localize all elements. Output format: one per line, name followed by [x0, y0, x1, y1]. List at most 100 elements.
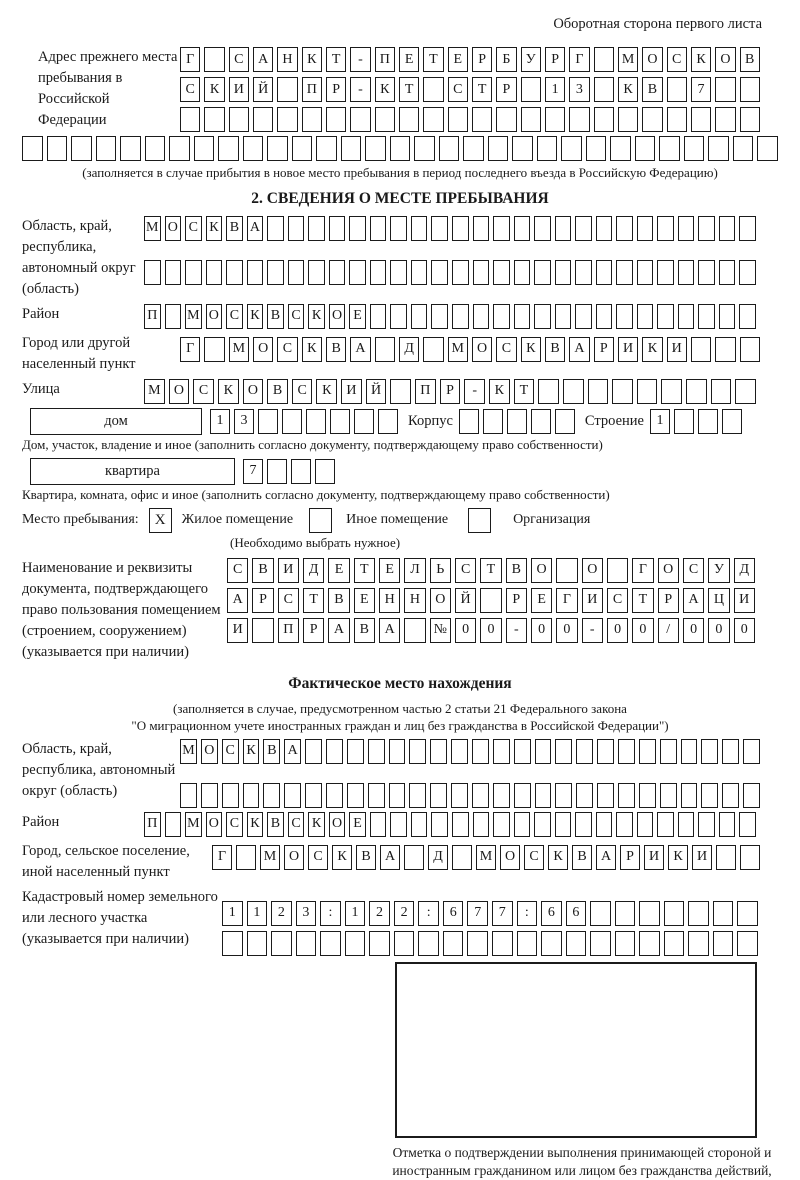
char-cell[interactable] [267, 259, 284, 285]
char-cell[interactable] [657, 811, 674, 837]
char-cell[interactable] [204, 47, 225, 72]
char-cell[interactable]: С [308, 844, 328, 870]
char-cell[interactable] [554, 259, 572, 285]
char-cell[interactable] [659, 782, 677, 808]
char-cell[interactable] [467, 930, 489, 956]
char-cell[interactable]: С [496, 336, 517, 362]
char-cell[interactable] [513, 738, 531, 764]
char-cell[interactable] [451, 215, 469, 241]
char-cell[interactable]: М [260, 844, 280, 870]
char-cell[interactable] [614, 930, 636, 956]
char-cell[interactable]: Р [325, 77, 347, 102]
char-cell[interactable]: К [548, 844, 568, 870]
char-cell[interactable]: 0 [480, 617, 502, 643]
char-cell[interactable] [200, 782, 218, 808]
char-cell[interactable]: 7 [690, 77, 712, 102]
char-cell[interactable]: Р [505, 587, 527, 613]
char-cell[interactable]: - [581, 617, 603, 643]
char-cell[interactable]: Д [398, 336, 420, 362]
char-cell[interactable]: Н [404, 587, 426, 613]
char-cell[interactable]: 1 [544, 77, 566, 102]
char-cell[interactable] [701, 782, 719, 808]
char-cell[interactable] [593, 47, 614, 72]
char-cell[interactable] [554, 408, 575, 434]
char-cell[interactable] [590, 900, 611, 926]
char-cell[interactable] [369, 930, 390, 956]
char-cell[interactable]: Р [496, 77, 517, 102]
char-cell[interactable] [346, 738, 364, 764]
char-cell[interactable] [677, 259, 695, 285]
char-cell[interactable]: А [378, 617, 401, 643]
char-cell[interactable]: О [715, 47, 736, 72]
char-cell[interactable] [169, 136, 190, 161]
char-cell[interactable] [320, 930, 341, 956]
char-cell[interactable]: Р [657, 587, 679, 613]
char-cell[interactable] [218, 136, 239, 161]
char-cell[interactable]: 1 [222, 900, 243, 926]
char-cell[interactable] [291, 136, 313, 161]
char-cell[interactable] [252, 617, 274, 643]
char-cell[interactable] [739, 336, 760, 362]
char-cell[interactable] [410, 303, 428, 329]
char-cell[interactable] [688, 930, 709, 956]
char-cell[interactable] [677, 303, 695, 329]
char-cell[interactable] [554, 811, 572, 837]
char-cell[interactable]: Т [632, 587, 654, 613]
char-cell[interactable]: К [217, 378, 239, 404]
char-cell[interactable]: Ь [429, 557, 451, 583]
char-cell[interactable] [698, 303, 715, 329]
char-cell[interactable]: № [429, 617, 451, 643]
char-cell[interactable] [698, 259, 715, 285]
char-cell[interactable]: О [429, 587, 451, 613]
char-cell[interactable]: О [242, 378, 264, 404]
char-cell[interactable] [389, 136, 411, 161]
char-cell[interactable] [513, 215, 531, 241]
char-cell[interactable] [398, 107, 420, 132]
char-cell[interactable]: 0 [632, 617, 654, 643]
char-cell[interactable] [246, 930, 268, 956]
char-cell[interactable]: Т [513, 378, 535, 404]
char-cell[interactable]: У [520, 47, 541, 72]
char-cell[interactable]: О [200, 738, 218, 764]
char-cell[interactable]: И [277, 557, 299, 583]
char-cell[interactable] [404, 844, 424, 870]
char-cell[interactable]: М [476, 844, 496, 870]
char-cell[interactable] [388, 738, 406, 764]
char-cell[interactable] [618, 782, 635, 808]
char-cell[interactable]: И [581, 587, 603, 613]
char-cell[interactable] [492, 738, 510, 764]
char-cell[interactable]: В [226, 215, 243, 241]
char-cell[interactable]: 0 [530, 617, 553, 643]
char-cell[interactable]: М [228, 336, 249, 362]
char-cell[interactable] [708, 136, 729, 161]
char-cell[interactable] [636, 215, 654, 241]
char-cell[interactable]: Т [423, 47, 444, 72]
char-cell[interactable]: О [657, 557, 679, 583]
char-cell[interactable]: Р [620, 844, 640, 870]
char-cell[interactable] [120, 136, 141, 161]
char-cell[interactable] [513, 259, 531, 285]
char-cell[interactable] [516, 930, 538, 956]
char-cell[interactable] [344, 930, 366, 956]
char-cell[interactable] [739, 77, 760, 102]
char-cell[interactable]: О [581, 557, 603, 583]
char-cell[interactable]: К [690, 47, 712, 72]
char-cell[interactable] [565, 930, 587, 956]
char-cell[interactable]: Г [632, 557, 654, 583]
char-cell[interactable] [686, 378, 707, 404]
char-cell[interactable] [431, 215, 448, 241]
char-cell[interactable]: К [246, 811, 264, 837]
char-cell[interactable] [350, 107, 371, 132]
char-cell[interactable] [534, 738, 552, 764]
char-cell[interactable]: К [642, 336, 663, 362]
char-cell[interactable]: П [415, 378, 436, 404]
char-cell[interactable]: В [267, 303, 284, 329]
char-cell[interactable] [431, 259, 448, 285]
char-cell[interactable]: С [180, 77, 201, 102]
char-cell[interactable]: 3 [569, 77, 590, 102]
char-cell[interactable]: О [328, 811, 346, 837]
char-cell[interactable] [677, 811, 695, 837]
char-cell[interactable]: К [332, 844, 352, 870]
char-cell[interactable] [410, 215, 428, 241]
char-cell[interactable] [673, 408, 694, 434]
